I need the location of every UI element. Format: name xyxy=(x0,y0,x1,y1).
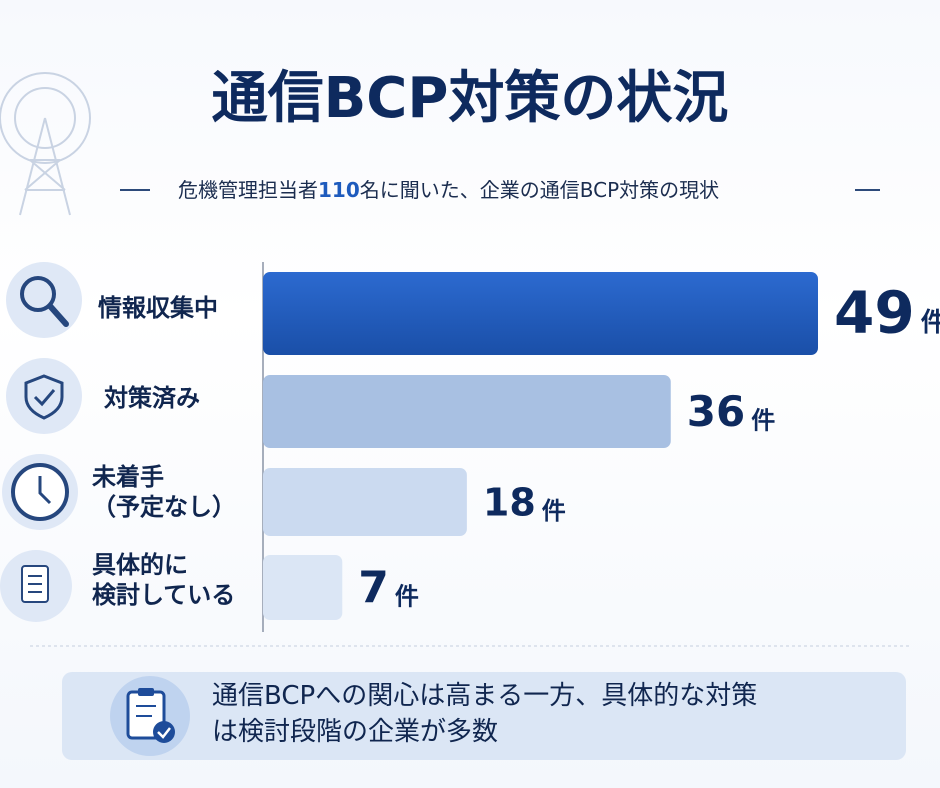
bar xyxy=(263,375,671,448)
bar xyxy=(263,468,467,536)
category-label: 具体的に 検討している xyxy=(92,551,236,609)
value-unit: 件 xyxy=(921,308,940,338)
value-unit: 件 xyxy=(395,583,419,611)
subtitle-part: 名に聞いた、企業の通信BCP対策の現状 xyxy=(360,178,719,202)
value-label: 49 xyxy=(834,279,915,347)
icon-shield xyxy=(6,358,82,434)
chart-title: 通信BCP対策の状況 xyxy=(212,66,729,131)
subtitle-part: 危機管理担当者 xyxy=(178,178,318,202)
note-box xyxy=(62,672,906,760)
bar xyxy=(263,272,818,355)
icon-document xyxy=(0,550,72,622)
icon-clock xyxy=(2,454,78,530)
subtitle: 危機管理担当者110名に聞いた、企業の通信BCP対策の現状 xyxy=(178,178,719,202)
tower-decoration xyxy=(0,72,91,216)
note-text: 通信BCPへの関心は高まる一方、具体的な対策 は検討段階の企業が多数 xyxy=(212,681,758,747)
category-label: 対策済み xyxy=(104,384,200,412)
icon-search xyxy=(6,262,82,338)
value-label: 7 xyxy=(358,563,389,614)
bar xyxy=(263,555,343,620)
value-unit: 件 xyxy=(542,497,566,525)
icon-checklist xyxy=(110,676,190,756)
category-label: 未着手 （予定なし） xyxy=(92,463,236,521)
value-label: 18 xyxy=(483,481,536,525)
value-unit: 件 xyxy=(751,407,775,435)
category-label: 情報収集中 xyxy=(98,294,218,322)
value-label: 36 xyxy=(687,387,745,436)
subtitle-highlight: 110 xyxy=(318,178,360,202)
